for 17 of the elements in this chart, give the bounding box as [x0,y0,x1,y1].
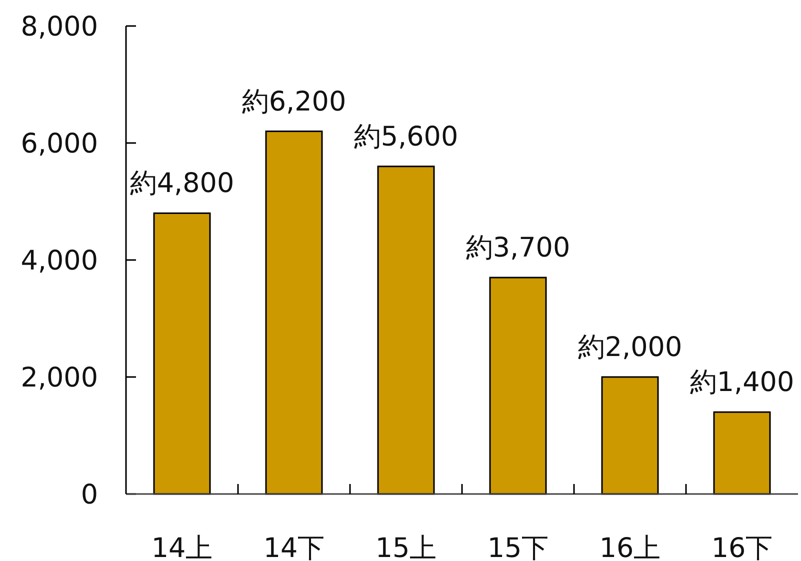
x-tick-label: 14上 [151,533,213,561]
data-label: 約3,700 [466,232,570,264]
data-label: 約5,600 [354,121,458,152]
x-tick-label: 15下 [487,533,549,561]
x-tick-label: 16上 [599,533,661,561]
y-tick-label: 8,000 [20,12,98,43]
y-tick-label: 4,000 [20,246,98,277]
y-tick-label: 0 [80,480,98,511]
data-label: 約1,400 [690,367,794,398]
y-tick-label: 2,000 [20,362,98,394]
y-tick-label: 6,000 [20,128,98,160]
data-label: 約4,800 [130,168,234,200]
x-tick-label: 16下 [711,533,773,561]
data-label: 約2,000 [578,332,682,363]
x-tick-label: 15上 [375,533,437,561]
data-label: 約6,200 [242,86,346,118]
x-tick-label: 14下 [263,533,325,561]
